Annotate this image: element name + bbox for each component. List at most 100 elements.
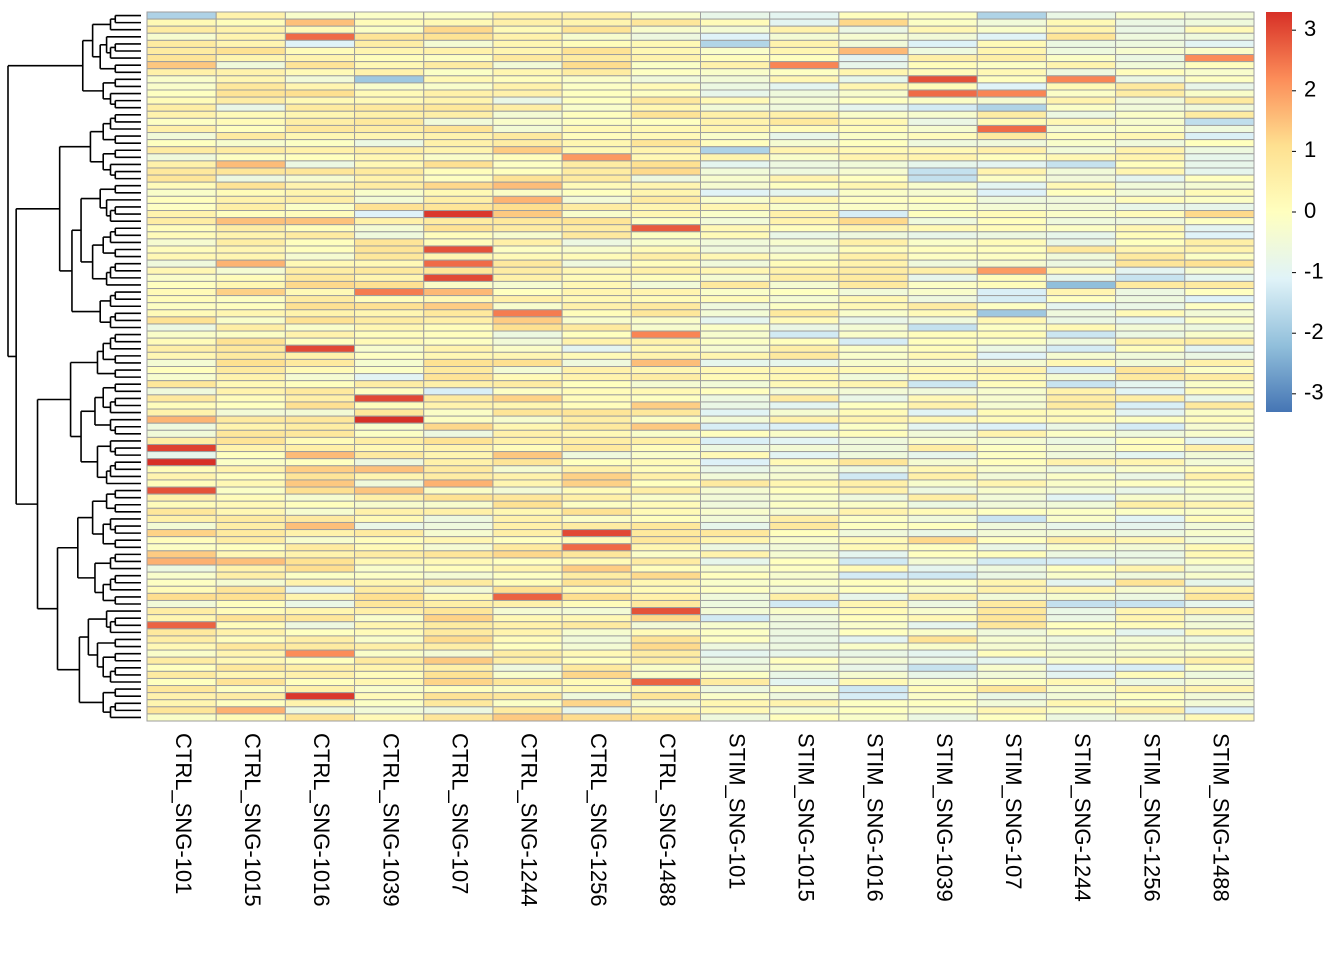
heatmap-cell xyxy=(907,670,978,679)
heatmap-cell xyxy=(492,167,563,176)
heatmap-cell xyxy=(146,280,217,290)
heatmap-cell xyxy=(1115,89,1186,98)
heatmap-cell xyxy=(1184,699,1255,708)
heatmap-cell xyxy=(354,174,425,183)
heatmap-cell xyxy=(907,436,978,445)
heatmap-cell xyxy=(1115,380,1186,389)
heatmap-cell xyxy=(1115,387,1186,396)
heatmap-cell xyxy=(215,642,286,651)
heatmap-cell xyxy=(838,266,909,275)
heatmap-cell xyxy=(1045,592,1117,601)
heatmap-cell xyxy=(423,436,494,445)
heatmap-cell xyxy=(976,153,1047,162)
heatmap-cell xyxy=(630,18,701,27)
heatmap-cell xyxy=(492,295,563,304)
heatmap-cell xyxy=(907,571,978,580)
heatmap-cell xyxy=(561,11,632,20)
heatmap-cell xyxy=(492,46,563,56)
heatmap-cell xyxy=(1045,351,1117,360)
heatmap-cell xyxy=(1184,273,1255,282)
heatmap-cell xyxy=(284,210,356,219)
heatmap-cell xyxy=(838,39,909,48)
heatmap-cell xyxy=(630,401,701,410)
heatmap-cell xyxy=(492,146,563,155)
heatmap-cell xyxy=(907,529,978,538)
heatmap-cell xyxy=(215,550,286,559)
heatmap-cell xyxy=(1115,231,1186,240)
heatmap-cell xyxy=(907,280,978,290)
heatmap-cell xyxy=(215,635,286,644)
heatmap-cell xyxy=(561,280,632,290)
heatmap-cell xyxy=(146,692,217,701)
heatmap-cell xyxy=(700,337,771,346)
heatmap-cell xyxy=(354,139,425,148)
heatmap-cell xyxy=(907,422,978,431)
heatmap-cell xyxy=(146,188,217,197)
heatmap-cell xyxy=(1045,422,1117,431)
heatmap-cell xyxy=(769,330,840,339)
heatmap-cell xyxy=(907,614,978,623)
heatmap-cell xyxy=(630,224,701,233)
heatmap-cell xyxy=(1115,585,1186,594)
column-label: STIM_SNG-107 xyxy=(1001,733,1026,890)
heatmap-cell xyxy=(561,96,632,105)
heatmap-cell xyxy=(423,415,494,424)
heatmap-cell xyxy=(976,663,1047,672)
heatmap-cell xyxy=(700,210,771,219)
heatmap-cell xyxy=(1184,295,1255,304)
heatmap-cell xyxy=(423,642,494,651)
heatmap-cell xyxy=(215,436,286,445)
heatmap-cell xyxy=(561,401,632,410)
heatmap-cell xyxy=(769,436,840,445)
heatmap-cell xyxy=(1115,366,1186,375)
heatmap-cell xyxy=(838,75,909,84)
heatmap-cell xyxy=(838,146,909,155)
heatmap-cell xyxy=(838,699,909,708)
heatmap-cell xyxy=(492,280,563,290)
heatmap-cell xyxy=(769,316,840,325)
heatmap-cell xyxy=(423,380,494,389)
heatmap-cell xyxy=(700,380,771,389)
heatmap-cell xyxy=(423,46,494,56)
heatmap-cell xyxy=(354,436,425,445)
heatmap-cell xyxy=(423,443,494,453)
heatmap-cell xyxy=(1184,543,1255,552)
heatmap-cell xyxy=(1115,415,1186,424)
heatmap-cell xyxy=(976,210,1047,219)
heatmap-cell xyxy=(354,550,425,559)
heatmap-cell xyxy=(215,337,286,346)
heatmap-cell xyxy=(354,529,425,538)
heatmap-cell xyxy=(907,89,978,98)
heatmap-cell xyxy=(976,82,1047,91)
heatmap-cell xyxy=(769,564,840,573)
heatmap-cell xyxy=(1115,436,1186,445)
heatmap-cell xyxy=(146,160,217,169)
heatmap-cell xyxy=(976,18,1047,27)
heatmap-cell xyxy=(1115,458,1186,467)
heatmap-cell xyxy=(284,167,356,176)
heatmap-cell xyxy=(700,358,771,368)
heatmap-cell xyxy=(284,607,356,616)
heatmap-cell xyxy=(423,635,494,644)
heatmap-cell xyxy=(630,358,701,368)
heatmap-cell xyxy=(1115,259,1186,268)
heatmap-cell xyxy=(838,408,909,417)
heatmap-cell xyxy=(700,578,771,587)
heatmap-cell xyxy=(1184,11,1255,20)
heatmap-cell xyxy=(354,564,425,573)
heatmap-cell xyxy=(976,422,1047,431)
heatmap-cell xyxy=(423,245,494,254)
heatmap-cell xyxy=(1184,443,1255,453)
heatmap-cell xyxy=(1045,25,1117,34)
heatmap-cell xyxy=(492,139,563,148)
heatmap-cell xyxy=(146,316,217,325)
heatmap-cell xyxy=(423,408,494,417)
heatmap-cell xyxy=(838,550,909,559)
heatmap-cell xyxy=(1045,380,1117,389)
heatmap-cell xyxy=(215,288,286,297)
heatmap-cell xyxy=(1184,61,1255,70)
heatmap-cell xyxy=(423,295,494,304)
heatmap-cell xyxy=(630,621,701,630)
heatmap-cell xyxy=(1115,422,1186,431)
heatmap-cell xyxy=(700,656,771,665)
